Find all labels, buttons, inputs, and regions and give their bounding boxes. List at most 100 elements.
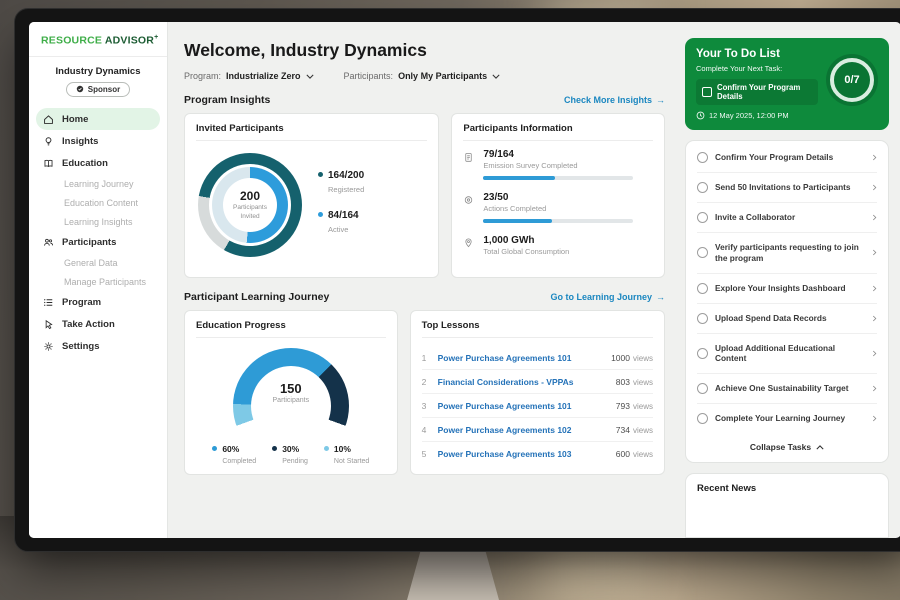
participants-filter-dropdown[interactable]: Participants: Only My Participants [344,71,501,81]
chevron-right-icon[interactable] [872,248,877,257]
lesson-row[interactable]: 4 Power Purchase Agreements 102 734views [422,418,653,442]
chevron-down-icon [301,74,314,79]
go-to-learning-journey-link[interactable]: Go to Learning Journey→ [550,292,665,302]
collapse-tasks-link[interactable]: Collapse Tasks [697,433,877,456]
logo-plus: + [154,34,158,41]
donut-center-value: 200 [240,189,260,203]
sidebar-item-education[interactable]: Education [29,152,167,174]
sidebar-item-label: Home [62,114,88,125]
next-task-chip[interactable]: Confirm Your Program Details [696,79,818,105]
page-title: Welcome, Industry Dynamics [184,40,665,61]
lesson-link: Financial Considerations - VPPAs [438,377,608,387]
lesson-link: Power Purchase Agreements 103 [438,449,608,459]
sidebar-item-learning-journey[interactable]: Learning Journey [29,174,167,193]
task-item[interactable]: Upload Spend Data Records [697,304,877,334]
sidebar-item-learning-insights[interactable]: Learning Insights [29,212,167,231]
lesson-row[interactable]: 3 Power Purchase Agreements 101 793views [422,394,653,418]
sidebar-item-home[interactable]: Home [36,108,160,130]
lesson-row[interactable]: 1 Power Purchase Agreements 101 1000view… [422,346,653,370]
chevron-right-icon[interactable] [872,213,877,222]
learning-journey-header: Participant Learning Journey Go to Learn… [184,291,665,303]
program-insights-header: Program Insights Check More Insights→ [184,94,665,106]
chevron-right-icon[interactable] [872,314,877,323]
pin-icon [463,235,475,256]
task-item[interactable]: Invite a Collaborator [697,203,877,233]
task-checkbox[interactable] [697,383,708,394]
chevron-right-icon[interactable] [872,384,877,393]
participants-filter-label: Participants: [344,71,394,81]
sidebar-item-label: Settings [62,341,99,352]
task-checkbox[interactable] [697,348,708,359]
legend-item-not-started: 10% Not Started [324,439,369,465]
task-item[interactable]: Verify participants requesting to join t… [697,233,877,274]
chevron-right-icon[interactable] [872,284,877,293]
sidebar-item-participants[interactable]: Participants [29,231,167,253]
donut-legend: 164/200 Registered 84/164 Active [318,165,364,245]
home-icon [43,114,54,125]
sidebar-item-education-content[interactable]: Education Content [29,193,167,212]
task-item[interactable]: Send 50 Invitations to Participants [697,173,877,203]
task-checkbox[interactable] [697,182,708,193]
program-icon [43,297,54,308]
monitor-bezel: RESOURCE ADVISOR+ Industry Dynamics Spon… [14,8,900,552]
task-checkbox[interactable] [697,212,708,223]
sidebar-item-label: Participants [62,237,116,248]
task-checkbox[interactable] [697,413,708,424]
clipboard-icon [463,149,475,180]
insights-icon [43,136,54,147]
sidebar-item-insights[interactable]: Insights [29,130,167,152]
chevron-right-icon[interactable] [872,183,877,192]
checkbox-icon[interactable] [702,87,712,97]
check-more-insights-link[interactable]: Check More Insights→ [564,95,665,105]
program-filter-label: Program: [184,71,221,81]
sidebar-item-label: Program [62,297,101,308]
chevron-right-icon[interactable] [872,414,877,423]
lesson-row[interactable]: 5 Power Purchase Agreements 103 600views [422,442,653,465]
task-checkbox[interactable] [697,283,708,294]
card-title: Invited Participants [196,123,427,141]
sidebar-item-take-action[interactable]: Take Action [29,313,167,335]
take-action-icon [43,319,54,330]
lesson-link: Power Purchase Agreements 101 [438,401,608,411]
task-item[interactable]: Upload Additional Educational Content [697,334,877,375]
sidebar-item-general-data[interactable]: General Data [29,253,167,272]
chevron-right-icon[interactable] [872,153,877,162]
legend-item-registered: 164/200 Registered [318,165,364,194]
task-item[interactable]: Explore Your Insights Dashboard [697,274,877,304]
program-filter-dropdown[interactable]: Program: Industrialize Zero [184,71,314,81]
task-checkbox[interactable] [697,247,708,258]
sidebar-nav: Home Insights Education Learning Journey… [29,108,167,365]
card-title: Top Lessons [422,320,653,338]
actions-completed-progress-bar [483,219,633,223]
gauge-legend: 60% Completed 30% Pending 10% Not Starte… [212,439,369,465]
task-checkbox[interactable] [697,313,708,324]
task-checkbox[interactable] [697,152,708,163]
section-title: Participant Learning Journey [184,291,329,303]
lesson-row[interactable]: 2 Financial Considerations - VPPAs 803vi… [422,370,653,394]
sponsor-label: Sponsor [88,85,120,94]
app-logo: RESOURCE ADVISOR+ [29,22,167,57]
sidebar-item-label: Take Action [62,319,115,330]
sidebar: RESOURCE ADVISOR+ Industry Dynamics Spon… [29,22,168,538]
sidebar-item-manage-participants[interactable]: Manage Participants [29,272,167,291]
task-item[interactable]: Complete Your Learning Journey [697,404,877,433]
arrow-right-icon: → [656,95,665,105]
task-item[interactable]: Achieve One Sustainability Target [697,374,877,404]
sidebar-item-settings[interactable]: Settings [29,335,167,357]
sidebar-item-label: Education [62,158,108,169]
donut-center-label: Participants Invited [229,204,271,220]
todo-subtitle: Complete Your Next Task: [696,64,818,73]
top-lessons-card: Top Lessons 1 Power Purchase Agreements … [410,310,665,475]
sidebar-item-label: Insights [62,136,98,147]
lesson-link: Power Purchase Agreements 101 [438,353,603,363]
chevron-up-icon [816,445,824,450]
emission-survey-progress-bar [483,176,633,180]
education-progress-card: Education Progress 150 Participants 60% … [184,310,398,475]
sidebar-item-program[interactable]: Program [29,291,167,313]
task-item[interactable]: Confirm Your Program Details [697,143,877,173]
org-block: Industry Dynamics Sponsor [29,57,167,109]
stat-actions-completed: 23/50 Actions Completed [463,192,653,223]
chevron-right-icon[interactable] [872,349,877,358]
sponsor-badge[interactable]: Sponsor [66,82,130,97]
todo-progress-ring: 0/7 [826,54,878,106]
